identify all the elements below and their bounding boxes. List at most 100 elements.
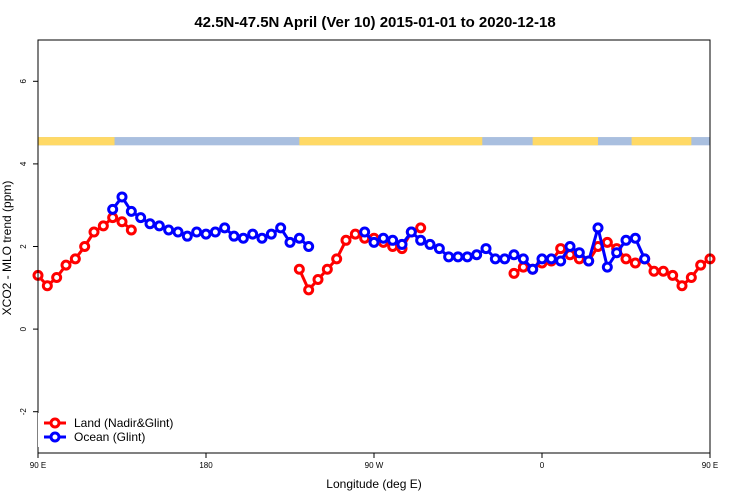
- data-point-ocean: [433, 243, 445, 255]
- legend-marker-ocean: [49, 431, 61, 443]
- data-point-land: [508, 267, 520, 279]
- data-point-ocean: [228, 230, 240, 242]
- chart-title: 42.5N-47.5N April (Ver 10) 2015-01-01 to…: [194, 14, 555, 31]
- data-point-ocean: [508, 249, 520, 261]
- data-point-ocean: [125, 205, 137, 217]
- x-tick-label: 90 E: [702, 461, 718, 470]
- data-point-ocean: [573, 247, 585, 259]
- data-point-ocean: [265, 228, 277, 240]
- land-strip-segment: [38, 137, 115, 146]
- data-point-ocean: [144, 218, 156, 230]
- data-point-ocean: [536, 253, 548, 265]
- data-point-ocean: [172, 226, 184, 238]
- data-point-ocean: [592, 222, 604, 234]
- data-point-ocean: [443, 251, 455, 263]
- data-point-ocean: [359, 226, 371, 238]
- data-point-land: [685, 271, 697, 283]
- data-point-ocean: [517, 253, 529, 265]
- data-point-ocean: [452, 251, 464, 263]
- series-layer: [32, 191, 716, 296]
- data-point-ocean: [461, 251, 473, 263]
- data-point-ocean: [247, 228, 259, 240]
- land-strip-segment: [532, 137, 598, 146]
- data-point-ocean: [629, 232, 641, 244]
- data-point-ocean: [153, 220, 165, 232]
- data-point-land: [555, 243, 567, 255]
- data-point-land: [312, 274, 324, 286]
- data-point-ocean: [237, 232, 249, 244]
- y-axis: -2 0 2 4 6: [19, 79, 38, 416]
- legend-label-land: Land (Nadir&Glint): [74, 416, 173, 430]
- data-point-ocean: [387, 234, 399, 246]
- data-point-ocean: [200, 228, 212, 240]
- data-point-land: [303, 284, 315, 296]
- data-point-land: [79, 241, 91, 252]
- data-point-ocean: [601, 261, 613, 273]
- data-point-ocean: [499, 253, 511, 265]
- data-point-land: [69, 253, 81, 265]
- data-point-land: [648, 265, 660, 277]
- data-point-ocean: [405, 226, 417, 238]
- legend-background: [38, 413, 188, 447]
- x-axis: 90 E 180 90 W 0 90 E: [30, 453, 718, 470]
- data-point-land: [125, 224, 137, 236]
- data-point-ocean: [555, 255, 567, 267]
- data-point-land: [415, 222, 427, 234]
- data-point-ocean: [564, 241, 576, 252]
- y-tick-label: 0: [19, 326, 28, 331]
- data-point-land: [60, 259, 72, 271]
- data-point-land: [97, 220, 109, 232]
- data-point-land: [349, 228, 361, 240]
- data-point-ocean: [471, 249, 483, 261]
- data-point-ocean: [219, 222, 231, 234]
- legend-label-ocean: Ocean (Glint): [74, 430, 145, 444]
- land-ocean-strip: [38, 137, 710, 146]
- data-point-ocean: [415, 234, 427, 246]
- x-axis-label: Longitude (deg E): [326, 477, 421, 491]
- data-point-land: [667, 269, 679, 281]
- data-point-ocean: [639, 253, 651, 265]
- data-point-ocean: [527, 263, 539, 275]
- data-point-ocean: [620, 234, 632, 246]
- data-point-ocean: [284, 236, 296, 248]
- x-tick-label: 90 W: [365, 461, 384, 470]
- data-point-ocean: [209, 226, 221, 238]
- data-point-land: [695, 259, 707, 271]
- y-tick-label: 4: [19, 161, 28, 166]
- y-tick-label: 6: [19, 79, 28, 84]
- data-point-ocean: [480, 243, 492, 255]
- data-point-ocean: [396, 238, 408, 250]
- y-tick-label: 2: [19, 244, 28, 249]
- legend: Land (Nadir&Glint) Ocean (Glint): [38, 413, 188, 447]
- data-point-ocean: [611, 247, 623, 259]
- land-strip-segment: [631, 137, 692, 146]
- data-point-ocean: [377, 232, 389, 244]
- data-point-land: [340, 234, 352, 246]
- data-point-ocean: [135, 212, 147, 224]
- data-point-ocean: [181, 230, 193, 242]
- data-point-ocean: [545, 253, 557, 265]
- data-point-ocean: [368, 236, 380, 248]
- data-point-ocean: [256, 232, 268, 244]
- data-point-ocean: [275, 222, 287, 234]
- data-point-ocean: [293, 232, 305, 244]
- data-point-ocean: [583, 255, 595, 267]
- data-point-land: [331, 253, 343, 265]
- data-point-ocean: [191, 226, 203, 238]
- data-point-ocean: [489, 253, 501, 265]
- y-tick-label: -2: [19, 408, 28, 416]
- data-point-land: [293, 263, 305, 275]
- data-point-land: [41, 280, 53, 292]
- data-point-land: [88, 226, 100, 238]
- data-point-ocean: [424, 238, 436, 250]
- x-tick-label: 90 E: [30, 461, 46, 470]
- legend-marker-land: [49, 417, 61, 429]
- data-point-ocean: [107, 203, 119, 215]
- data-point-ocean: [163, 224, 175, 236]
- data-point-land: [620, 253, 632, 265]
- data-point-land: [657, 265, 669, 277]
- data-point-land: [601, 236, 613, 248]
- land-strip-segment: [299, 137, 483, 146]
- data-point-ocean: [116, 191, 128, 203]
